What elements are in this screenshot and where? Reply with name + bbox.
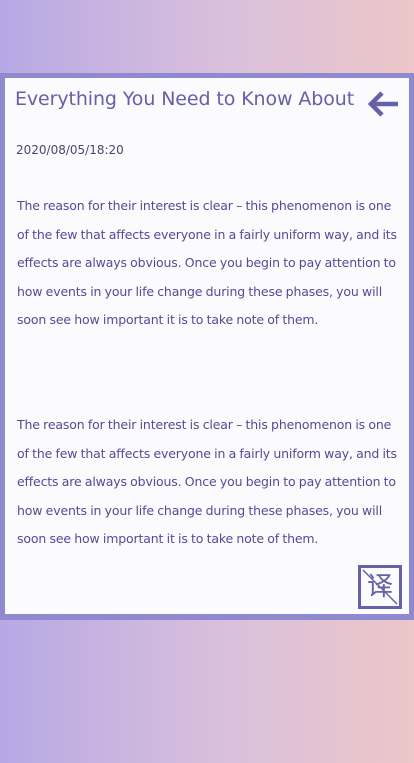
arrow-left-icon bbox=[367, 91, 398, 117]
article-paragraph: The reason for their interest is clear –… bbox=[17, 417, 397, 547]
article-title: Everything You Need to Know About bbox=[15, 88, 355, 110]
article-date: 2020/08/05/18:20 bbox=[16, 143, 124, 157]
article-card-frame: Everything You Need to Know About 2020/0… bbox=[0, 73, 414, 620]
translate-button[interactable]: 译 bbox=[358, 565, 402, 609]
translate-label: 译 bbox=[366, 572, 393, 602]
article-paragraph: The reason for their interest is clear –… bbox=[17, 198, 397, 328]
translate-icon bbox=[362, 569, 398, 605]
article-card: Everything You Need to Know About 2020/0… bbox=[5, 78, 409, 614]
back-button[interactable] bbox=[367, 88, 399, 120]
